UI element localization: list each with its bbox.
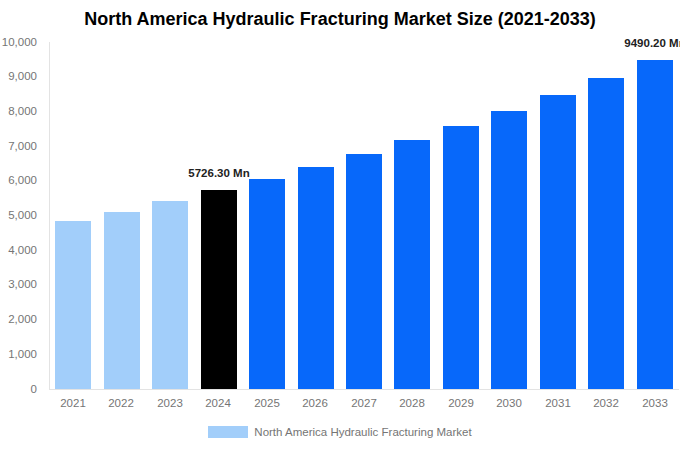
y-axis-line (49, 42, 50, 389)
value-label-2033: 9490.20 Mn (624, 37, 680, 50)
x-axis-tick-label-2023: 2023 (146, 396, 194, 410)
bar-2028 (394, 140, 430, 389)
y-axis-tick-label-10000: 10,000 (0, 36, 37, 49)
y-axis-tick-label-8000: 8,000 (0, 105, 37, 118)
x-axis-tick-label-2029: 2029 (437, 396, 485, 410)
x-axis-tick-label-2021: 2021 (49, 396, 97, 410)
y-axis-tick-label-1000: 1,000 (0, 348, 37, 361)
bar-2023 (152, 201, 188, 389)
y-axis-tick-label-3000: 3,000 (0, 278, 37, 291)
chart-title: North America Hydraulic Fracturing Marke… (0, 9, 680, 30)
bar-2033 (637, 60, 673, 389)
y-axis-tick-label-0: 0 (0, 383, 37, 396)
bar-2025 (249, 179, 285, 389)
x-axis-line (49, 389, 679, 390)
x-axis-tick-label-2026: 2026 (291, 396, 339, 410)
bar-2029 (443, 126, 479, 389)
legend: North America Hydraulic Fracturing Marke… (0, 426, 680, 438)
x-axis-tick-label-2028: 2028 (388, 396, 436, 410)
x-axis-tick-label-2025: 2025 (243, 396, 291, 410)
legend-label: North America Hydraulic Fracturing Marke… (254, 426, 471, 438)
y-axis-tick-label-6000: 6,000 (0, 174, 37, 187)
bar-2031 (540, 95, 576, 389)
bar-2027 (346, 154, 382, 389)
y-axis-tick-label-5000: 5,000 (0, 209, 37, 222)
y-axis-tick-label-9000: 9,000 (0, 70, 37, 83)
x-axis-tick-label-2022: 2022 (97, 396, 145, 410)
x-axis-tick-label-2032: 2032 (582, 396, 630, 410)
x-axis-tick-label-2031: 2031 (534, 396, 582, 410)
bar-2032 (588, 78, 624, 389)
x-axis-tick-label-2027: 2027 (340, 396, 388, 410)
x-axis-tick-label-2033: 2033 (631, 396, 679, 410)
bar-2026 (298, 167, 334, 389)
x-axis-tick-label-2030: 2030 (485, 396, 533, 410)
x-axis-tick-label-2024: 2024 (194, 396, 242, 410)
chart-canvas: North America Hydraulic Fracturing Marke… (0, 0, 680, 450)
y-axis-tick-label-2000: 2,000 (0, 313, 37, 326)
value-label-2024: 5726.30 Mn (188, 167, 249, 180)
legend-swatch-icon (208, 426, 248, 438)
y-axis-tick-label-7000: 7,000 (0, 140, 37, 153)
bar-2030 (491, 111, 527, 389)
y-axis-tick-label-4000: 4,000 (0, 244, 37, 257)
bar-2021 (55, 221, 91, 389)
legend-item[interactable]: North America Hydraulic Fracturing Marke… (208, 426, 471, 438)
bar-2022 (104, 212, 140, 389)
bar-2024 (201, 190, 237, 389)
